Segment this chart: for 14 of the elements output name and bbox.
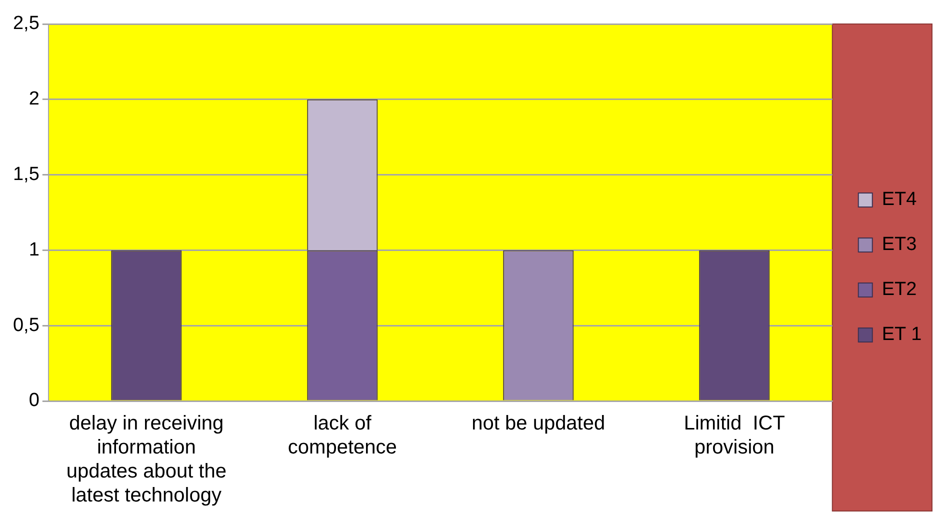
y-tick-label: 0 (28, 390, 40, 412)
y-tick-label: 1,5 (12, 164, 40, 186)
x-tick-label: Limitid ICT provision (684, 412, 785, 459)
legend-label: ET2 (882, 279, 917, 300)
y-tick-label: 2 (28, 88, 40, 110)
x-tick-label: delay in receiving information updates about the latest technology (66, 412, 226, 507)
x-tick-label: not be updated (472, 412, 606, 435)
y-tick-label: 1 (28, 239, 40, 260)
legend-label: ET3 (882, 234, 917, 256)
y-tick-label: 0,5 (12, 314, 40, 336)
legend-label: ET4 (882, 189, 918, 210)
y-tick-label: 2,5 (12, 13, 40, 34)
x-tick-label: lack of competence (288, 412, 397, 459)
legend-label: ET 1 (882, 324, 922, 346)
